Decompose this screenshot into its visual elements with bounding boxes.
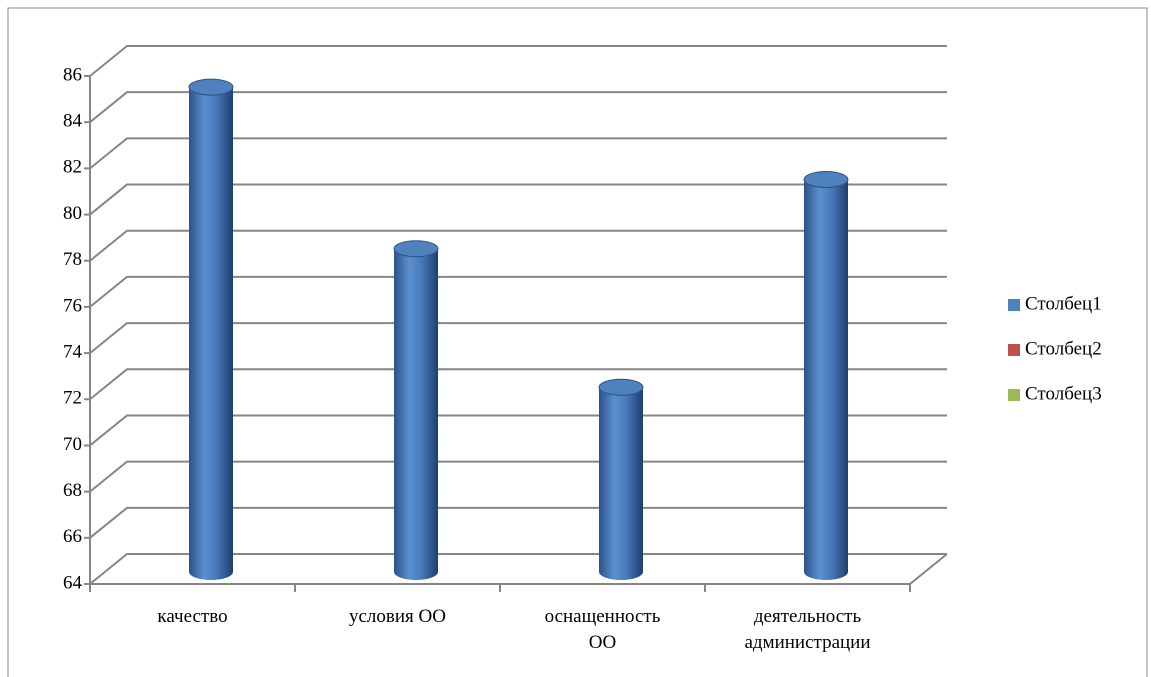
legend-label: Столбец3	[1025, 383, 1102, 404]
bar	[803, 170, 849, 581]
grid-line	[89, 137, 947, 170]
y-tick-label: 66	[63, 526, 82, 547]
grid-line	[89, 322, 947, 354]
bar-top	[188, 78, 234, 96]
y-tick-label: 68	[63, 480, 82, 501]
y-tick-label: 84	[63, 111, 83, 132]
legend-label: Столбец2	[1025, 338, 1102, 359]
grid-line	[89, 506, 947, 539]
grid-line	[89, 183, 947, 216]
y-tick-label: 70	[63, 434, 82, 455]
y-tick-label: 64	[63, 572, 83, 593]
x-tick-label: условия ОО	[349, 606, 446, 627]
y-tick-label: 78	[63, 249, 82, 270]
y-tick-label: 86	[63, 64, 82, 85]
bar-body	[189, 87, 233, 580]
bar-body	[599, 387, 643, 580]
bar-top	[393, 240, 439, 258]
grid-line	[89, 229, 947, 262]
bar	[188, 78, 234, 580]
grid-line	[89, 368, 947, 401]
bar-top	[803, 170, 849, 188]
y-tick-label: 74	[63, 341, 83, 362]
legend-swatch	[1008, 389, 1020, 401]
y-tick-label: 82	[63, 157, 82, 178]
x-tick-label: деятельность администрации	[744, 606, 871, 653]
legend-swatch	[1008, 299, 1020, 311]
grid-line	[89, 275, 947, 308]
bar	[598, 378, 644, 580]
x-tick-label: оснащенность ОО	[544, 606, 661, 653]
grid-line	[89, 553, 947, 585]
grid-line	[89, 91, 947, 123]
legend-swatch	[1008, 344, 1020, 356]
y-tick-label: 76	[63, 295, 82, 316]
bar-top	[598, 378, 644, 396]
grid-line	[89, 460, 947, 493]
x-tick-label: качество	[157, 606, 228, 627]
grid-line	[89, 414, 947, 447]
legend-label: Столбец1	[1025, 293, 1102, 314]
bar	[393, 240, 439, 580]
bar-body	[394, 248, 438, 580]
y-tick-label: 72	[63, 388, 82, 409]
y-tick-label: 80	[63, 203, 82, 224]
grid-line	[89, 45, 947, 77]
chart-border	[7, 7, 1148, 677]
bar-body	[804, 179, 848, 581]
